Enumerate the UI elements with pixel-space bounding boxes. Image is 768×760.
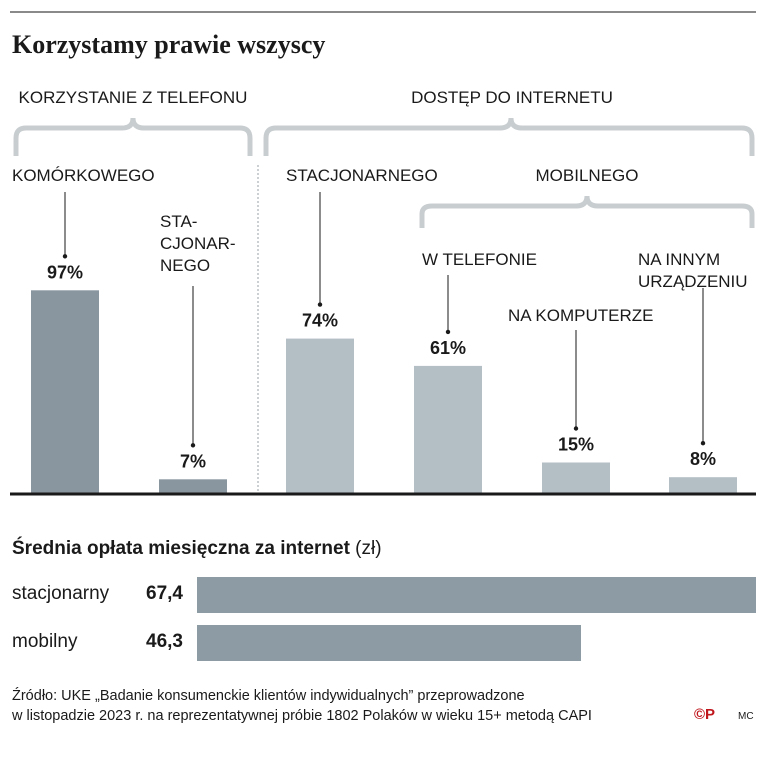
brace-internet	[263, 117, 755, 156]
category-label-fixed-internet: STACJONARNEGO	[286, 166, 438, 185]
brace-phone	[13, 117, 253, 156]
bar-value-label: 15%	[558, 435, 594, 455]
source-line-1: Źródło: UKE „Badanie konsumenckie klient…	[12, 688, 525, 704]
bar-value-label: 61%	[430, 338, 466, 358]
fee-bar	[197, 577, 756, 613]
group-label-phone: KORZYSTANIE Z TELEFONU	[19, 88, 248, 107]
leader-dot	[573, 426, 579, 431]
bar	[159, 479, 227, 494]
publisher-logo: ©P	[694, 706, 716, 723]
leader-dot	[445, 329, 451, 335]
category-label-landline-line3: NEGO	[160, 256, 210, 275]
chart-title: Korzystamy prawie wszyscy	[12, 30, 326, 59]
bar-chart: KORZYSTANIE Z TELEFONU DOSTĘP DO INTERNE…	[10, 88, 756, 496]
bar	[31, 290, 99, 494]
leader-dot	[62, 254, 68, 259]
category-label-other-device-line1: NA INNYM	[638, 250, 720, 269]
category-label-on-phone: W TELEFONIE	[422, 250, 537, 269]
bar-value-label: 74%	[302, 311, 338, 331]
fee-name: stacjonarny	[12, 583, 110, 604]
bar	[669, 477, 737, 494]
fee-name: mobilny	[12, 631, 78, 652]
fee-value: 67,4	[146, 583, 183, 604]
fee-value: 46,3	[146, 631, 183, 652]
fee-bar	[197, 625, 581, 661]
category-label-other-device-line2: URZĄDZENIU	[638, 272, 748, 291]
category-label-landline-line2: CJONAR-	[160, 234, 236, 253]
fees-title: Średnia opłata miesięczna za internet (z…	[12, 538, 382, 560]
fees-title-unit: (zł)	[355, 538, 382, 559]
category-label-landline-line1: STA-	[160, 212, 197, 231]
bar	[542, 462, 610, 494]
bars-layer: 97% 7% 74% 61% 15% 8%	[31, 192, 737, 494]
group-label-internet: DOSTĘP DO INTERNETU	[411, 88, 613, 107]
category-label-mobile-phone: KOMÓRKOWEGO	[12, 166, 155, 185]
category-label-on-computer: NA KOMPUTERZE	[508, 306, 653, 325]
leader-dot	[700, 441, 706, 446]
bar	[414, 365, 482, 494]
author-initials: MC	[738, 711, 754, 722]
bar-value-label: 7%	[180, 451, 206, 471]
source-note: Źródło: UKE „Badanie konsumenckie klient…	[12, 686, 592, 726]
bar	[286, 338, 354, 494]
leader-dot	[317, 302, 323, 307]
fee-row-mobile: mobilny 46,3	[0, 625, 768, 661]
leader-dot	[190, 443, 196, 448]
top-rule	[10, 11, 756, 13]
subgroup-label-mobile: MOBILNEGO	[536, 166, 639, 185]
brace-mobile	[419, 195, 755, 228]
bar-value-label: 97%	[47, 262, 83, 282]
fee-row-fixed: stacjonarny 67,4	[0, 577, 768, 613]
fees-title-text: Średnia opłata miesięczna za internet	[12, 538, 350, 559]
source-line-2: w listopadzie 2023 r. na reprezentatywne…	[12, 708, 592, 724]
bar-value-label: 8%	[690, 449, 716, 469]
